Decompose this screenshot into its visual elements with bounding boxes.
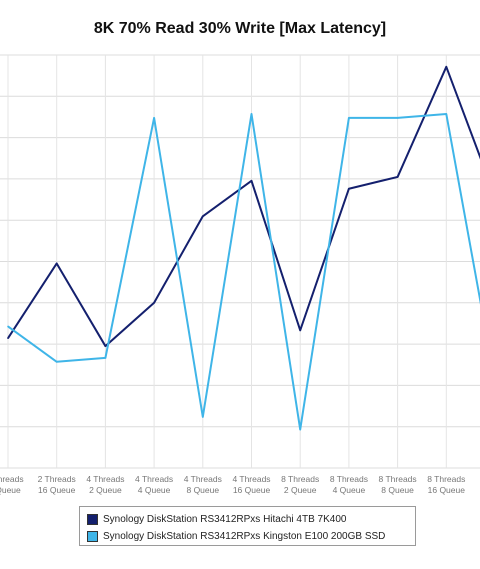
data-point xyxy=(396,117,399,119)
data-point xyxy=(250,113,253,115)
legend-item-hitachi: Synology DiskStation RS3412RPxs Hitachi … xyxy=(87,512,346,526)
legend-label-kingston: Synology DiskStation RS3412RPxs Kingston… xyxy=(103,530,386,542)
legend-label-hitachi: Synology DiskStation RS3412RPxs Hitachi … xyxy=(103,513,347,525)
data-point xyxy=(299,428,302,431)
x-tick-label: 8 Threads 4 Queue xyxy=(330,474,368,495)
data-point xyxy=(104,345,107,347)
data-point xyxy=(55,262,58,265)
data-point xyxy=(348,187,350,190)
chart-title: 8K 70% Read 30% Write [Max Latency] xyxy=(93,20,387,37)
series-line-kingston xyxy=(7,113,480,431)
data-point xyxy=(153,117,155,119)
series-lines xyxy=(7,65,480,431)
data-point xyxy=(7,325,9,328)
legend-item-kingston: Synology DiskStation RS3412RPxs Kingston… xyxy=(87,529,385,543)
x-tick-label: 4 Threads 2 Queue xyxy=(86,474,124,495)
x-tick-label: 8 Threads 2 Queue xyxy=(281,474,319,495)
x-tick-label: 4 Threads 8 Queue xyxy=(184,474,222,495)
data-point xyxy=(445,66,448,68)
x-tick-label: 2 Threads 16 Queue xyxy=(38,474,76,495)
legend: Synology DiskStation RS3412RPxs Hitachi … xyxy=(79,506,416,546)
data-point xyxy=(348,117,350,119)
x-tick-label: 4 Threads 4 Queue xyxy=(135,474,173,495)
data-point xyxy=(104,357,107,359)
x-tick-label: 8 Threads 16 Queue xyxy=(427,474,465,495)
series-line-hitachi xyxy=(7,65,480,348)
data-point xyxy=(396,176,399,178)
gridlines xyxy=(0,54,480,469)
data-point xyxy=(202,215,204,218)
data-point xyxy=(445,113,448,115)
data-point xyxy=(202,416,204,418)
data-point xyxy=(55,361,58,363)
data-point xyxy=(250,180,253,182)
data-point xyxy=(299,329,302,332)
x-tick-label: 8 Threads 8 Queue xyxy=(379,474,417,495)
x-tick-label: 4 Threads 16 Queue xyxy=(232,474,270,495)
legend-swatch-hitachi xyxy=(87,513,98,525)
data-point xyxy=(7,337,9,340)
legend-swatch-kingston xyxy=(87,530,98,542)
data-point xyxy=(153,302,155,304)
x-tick-label: ThreadsQueue xyxy=(0,474,24,495)
